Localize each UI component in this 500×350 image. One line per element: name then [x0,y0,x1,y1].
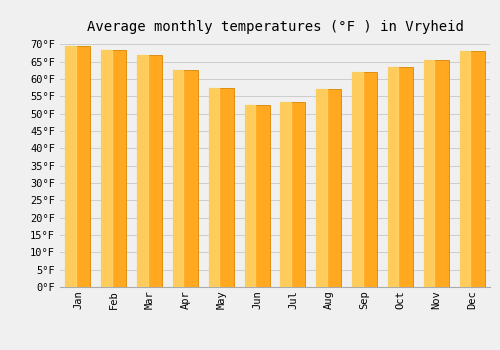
Bar [208,88,219,287]
Bar [101,50,126,287]
Bar [208,88,234,287]
Bar [173,70,184,287]
Bar [352,72,377,287]
Bar [280,102,291,287]
Bar [460,51,470,287]
Bar [424,60,449,287]
Bar [66,46,90,287]
Bar [173,70,198,287]
Bar [460,51,484,287]
Bar [424,60,434,287]
Bar [388,67,398,287]
Bar [137,55,147,287]
Bar [388,67,413,287]
Bar [316,90,342,287]
Bar [352,72,362,287]
Title: Average monthly temperatures (°F ) in Vryheid: Average monthly temperatures (°F ) in Vr… [86,20,464,34]
Bar [66,46,76,287]
Bar [244,105,270,287]
Bar [137,55,162,287]
Bar [316,90,326,287]
Bar [244,105,255,287]
Bar [280,102,305,287]
Bar [101,50,112,287]
